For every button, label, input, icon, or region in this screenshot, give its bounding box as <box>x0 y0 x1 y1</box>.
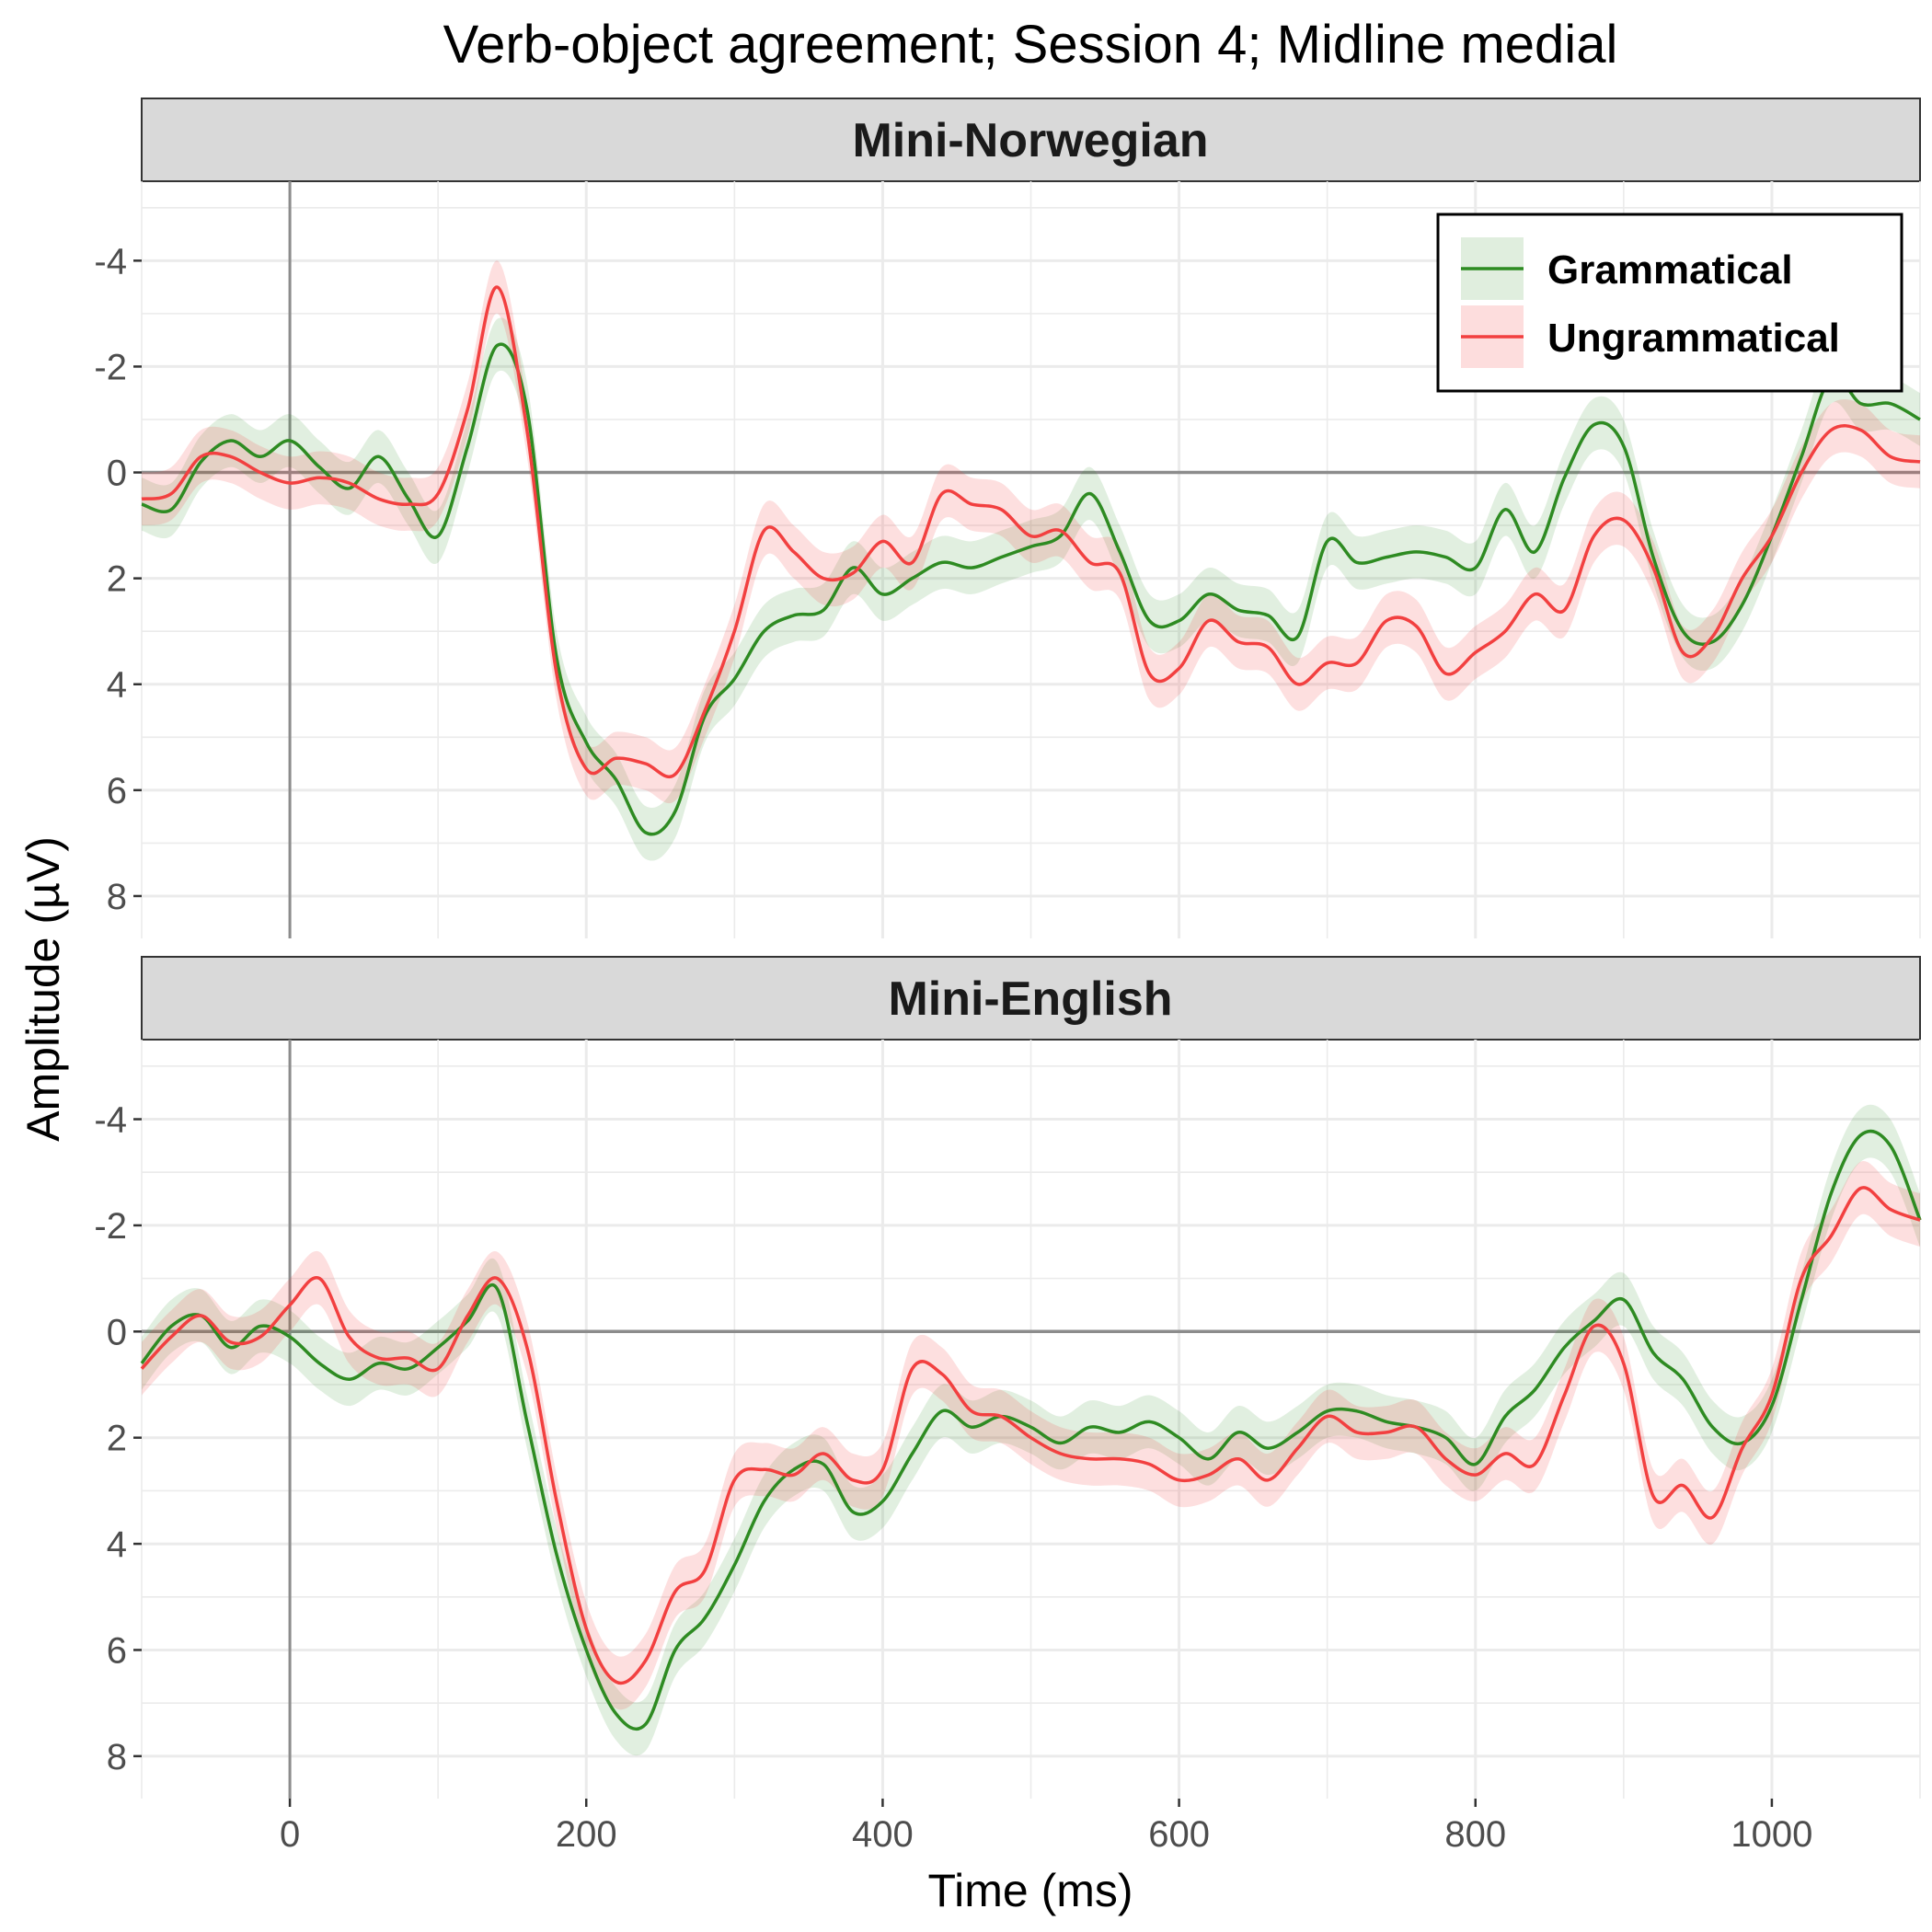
y-tick-label: -4 <box>94 1100 127 1141</box>
x-tick-label: 0 <box>280 1814 300 1855</box>
series-line-grammatical <box>140 1129 1922 1731</box>
y-axis-title: Amplitude (µV) <box>17 836 69 1142</box>
panel-strip <box>141 98 1921 182</box>
legend-box <box>1436 213 1903 393</box>
y-tick-label: 6 <box>107 1630 127 1671</box>
x-tick-label: 200 <box>556 1814 617 1855</box>
x-axis-title: Time (ms) <box>927 1865 1133 1916</box>
y-tick-label: -2 <box>94 347 127 387</box>
x-tick-label: 800 <box>1444 1814 1506 1855</box>
y-tick-label: 2 <box>107 1419 127 1459</box>
grid-lines <box>141 1040 1921 1799</box>
y-tick-label: 0 <box>107 1312 127 1352</box>
legend-label-ungrammatical: Ungrammatical <box>1547 316 1840 361</box>
y-tick-label: 8 <box>107 877 127 917</box>
y-axis: -4 -2 0 2 4 6 8 <box>94 241 142 917</box>
panel-mini-norwegian: Mini-Norwegian -4 -2 0 2 4 6 8 <box>94 98 1921 938</box>
series-line-grammatical <box>141 342 1921 836</box>
panel-strip-label: Mini-Norwegian <box>852 114 1208 167</box>
ci-ribbon-ungrammatical <box>142 260 1920 804</box>
y-tick-label: -4 <box>94 241 127 282</box>
chart-title: Verb-object agreement; Session 4; Midlin… <box>443 15 1618 75</box>
legend: Grammatical Ungrammatical <box>1436 213 1903 393</box>
panel-strip-label: Mini-English <box>888 972 1172 1026</box>
y-tick-label: -2 <box>94 1206 127 1247</box>
series-lines <box>141 285 1921 836</box>
ci-ribbon-grammatical <box>142 1104 1920 1756</box>
y-tick-label: 2 <box>107 559 127 600</box>
grid-lines <box>141 181 1921 938</box>
y-axis: -4 -2 0 2 4 6 8 <box>94 1100 142 1777</box>
ci-ribbons <box>142 1104 1920 1756</box>
y-tick-label: 8 <box>107 1737 127 1777</box>
y-tick-label: 4 <box>107 1524 127 1565</box>
y-tick-label: 0 <box>107 454 127 494</box>
panel-mini-english: Mini-English -4 -2 0 2 4 6 8 <box>94 956 1922 1799</box>
x-axis: 0 200 400 600 800 1000 <box>280 1799 1812 1855</box>
ci-ribbons <box>142 260 1920 861</box>
ci-ribbon-grammatical <box>142 317 1920 861</box>
legend-label-grammatical: Grammatical <box>1547 247 1793 293</box>
x-tick-label: 400 <box>852 1814 914 1855</box>
ci-ribbon-ungrammatical <box>142 1161 1920 1710</box>
x-tick-label: 600 <box>1148 1814 1210 1855</box>
series-line-ungrammatical <box>141 285 1921 779</box>
y-tick-label: 4 <box>107 665 127 706</box>
y-tick-label: 6 <box>107 771 127 811</box>
x-tick-label: 1000 <box>1731 1814 1812 1855</box>
series-lines <box>140 1129 1922 1731</box>
series-line-ungrammatical <box>140 1186 1921 1685</box>
panel-strip <box>141 956 1921 1041</box>
